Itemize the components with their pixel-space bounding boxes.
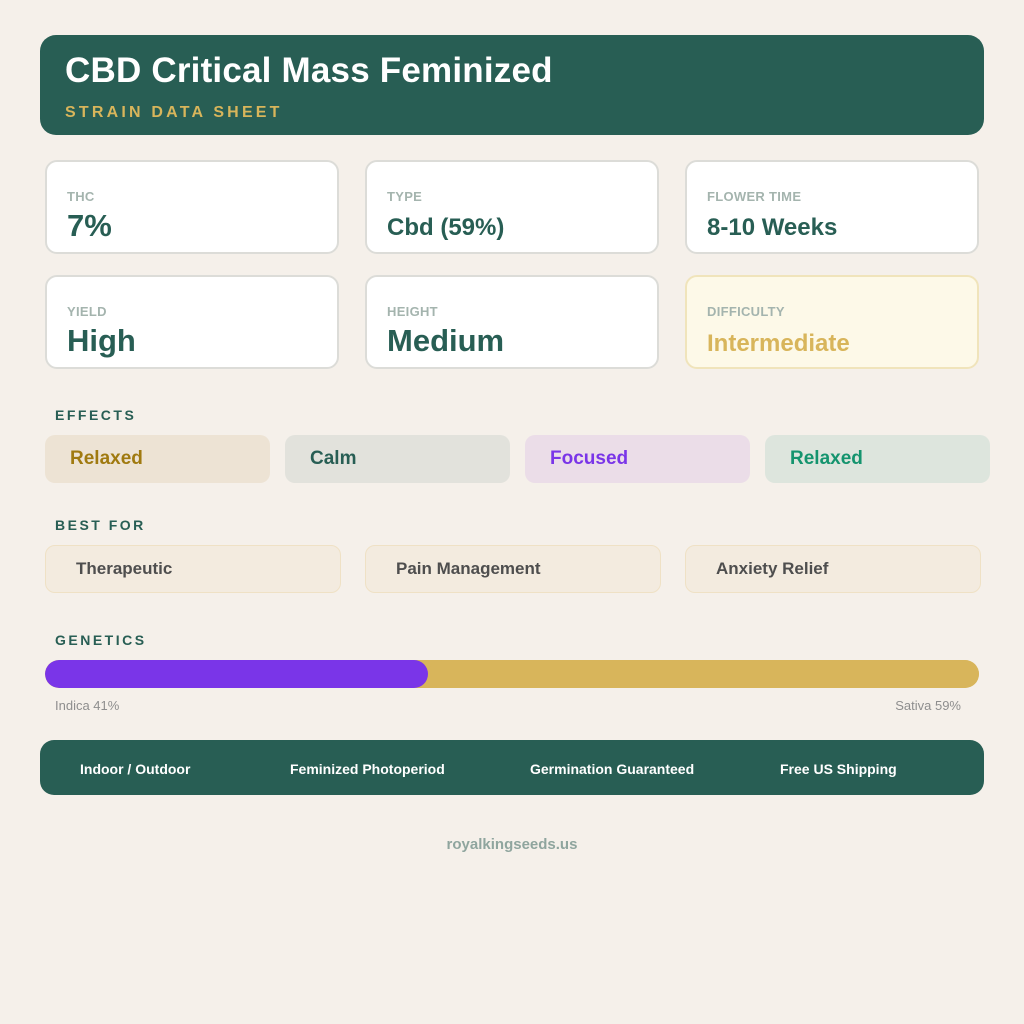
effects-heading: EFFECTS [55, 407, 137, 423]
stat-label: TYPE [387, 189, 423, 204]
genetics-bar [45, 660, 979, 688]
effect-tag: Calm [285, 435, 510, 483]
stat-value: 8-10 Weeks [707, 214, 838, 241]
features-band: Indoor / Outdoor Feminized Photoperiod G… [40, 740, 984, 795]
stat-value: 7% [67, 208, 112, 243]
genetics-sativa-label: Sativa 59% [895, 698, 961, 713]
best-for-tag: Therapeutic [45, 545, 341, 593]
header-banner: CBD Critical Mass Feminized STRAIN DATA … [40, 35, 984, 135]
feature-item: Germination Guaranteed [530, 761, 695, 777]
stat-label: DIFFICULTY [707, 304, 785, 319]
effect-tag: Relaxed [45, 435, 270, 483]
best-for-heading: BEST FOR [55, 517, 146, 533]
stat-label: HEIGHT [387, 304, 438, 319]
stat-card-flower-time: FLOWER TIME 8-10 Weeks [685, 160, 979, 254]
best-for-tag: Pain Management [365, 545, 661, 593]
stat-card-difficulty: DIFFICULTY Intermediate [685, 275, 979, 369]
feature-item: Free US Shipping [780, 761, 897, 777]
feature-item: Feminized Photoperiod [290, 761, 445, 777]
page-title: CBD Critical Mass Feminized [65, 51, 553, 90]
stat-label: FLOWER TIME [707, 189, 802, 204]
genetics-sativa-segment [427, 660, 979, 688]
stat-label: YIELD [67, 304, 107, 319]
page-subtitle: STRAIN DATA SHEET [65, 104, 283, 121]
effect-tag: Focused [525, 435, 750, 483]
feature-item: Indoor / Outdoor [80, 761, 191, 777]
stat-value: Medium [387, 323, 505, 358]
genetics-indica-segment [45, 660, 428, 688]
stat-value: Intermediate [707, 330, 850, 357]
website-link[interactable]: royalkingseeds.us [446, 836, 578, 853]
stat-label: THC [67, 189, 95, 204]
stat-card-type: TYPE Cbd (59%) [365, 160, 659, 254]
stat-card-thc: THC 7% [45, 160, 339, 254]
genetics-heading: GENETICS [55, 632, 147, 648]
effect-tag: Relaxed [765, 435, 990, 483]
stat-value: Cbd (59%) [387, 214, 505, 241]
genetics-indica-label: Indica 41% [55, 698, 120, 713]
stat-card-yield: YIELD High [45, 275, 339, 369]
stat-value: High [67, 323, 136, 358]
best-for-tag: Anxiety Relief [685, 545, 981, 593]
stat-card-height: HEIGHT Medium [365, 275, 659, 369]
